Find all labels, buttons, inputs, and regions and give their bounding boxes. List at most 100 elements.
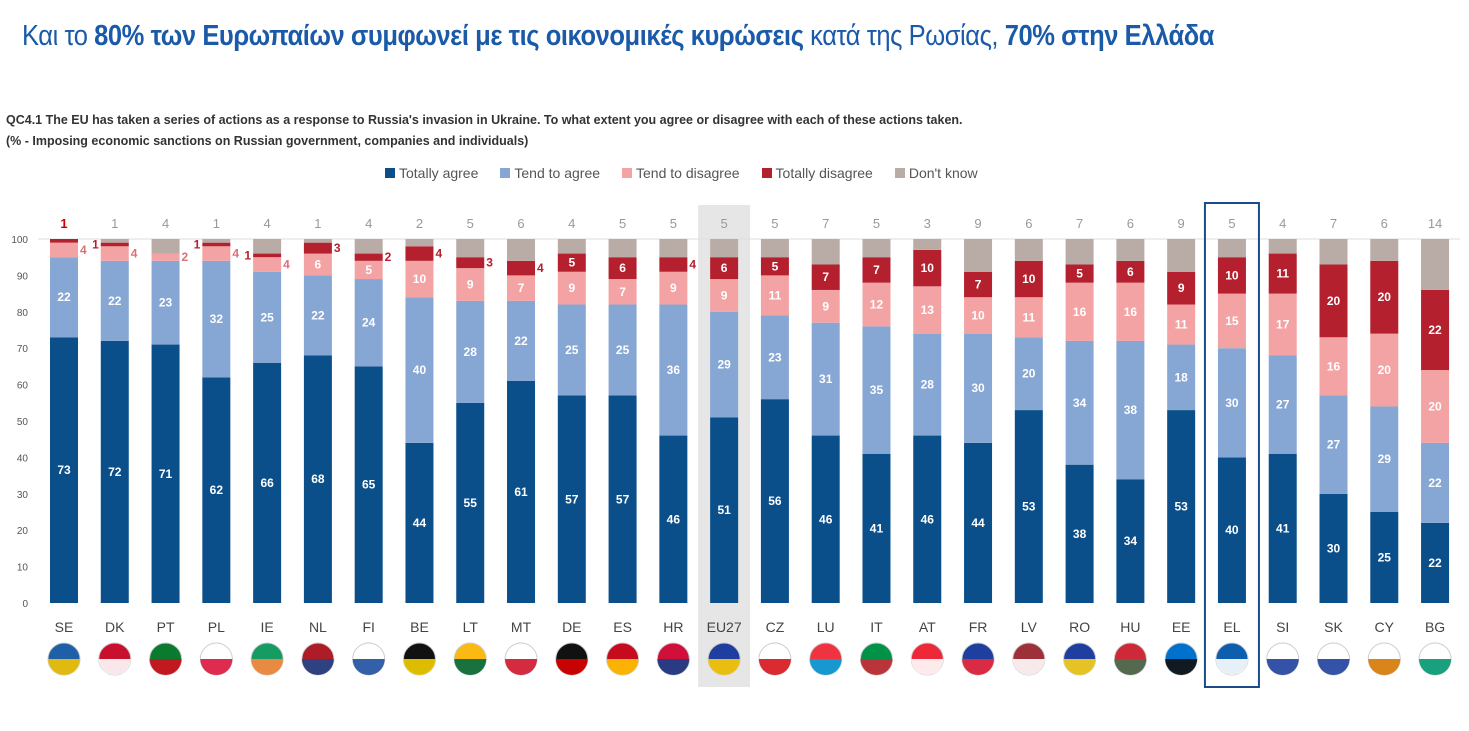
bar-value-label: 17 [1276,318,1290,332]
bar-value-label: 34 [1073,396,1087,410]
dont-know-label: 1 [213,216,220,231]
bar-segment [1014,410,1043,603]
bar-segment [253,253,282,258]
bar-segment [50,257,78,338]
dont-know-label: 6 [1025,216,1032,231]
country-label: HR [663,619,683,635]
flag-icon-part [555,659,588,675]
bar-value-label: 22 [311,308,325,322]
flag-icon-part [809,659,842,675]
bar-segment [303,242,332,254]
bar-value-label: 11 [769,288,782,302]
bar-value-label: 46 [667,512,681,526]
bar-segment [760,399,789,603]
flag-icon-part [1165,659,1198,675]
bar-value-label: 16 [1124,305,1138,319]
bar-segment [253,257,282,272]
bar-segment [303,355,332,603]
bar-segment [811,435,840,603]
page-title: Και το 80% των Ευρωπαίων συμφωνεί με τις… [22,20,1214,53]
y-tick-label: 30 [17,490,29,501]
dont-know-label: 9 [974,216,981,231]
dont-know-label: 1 [60,216,67,231]
bar-value-label-outside: 3 [334,241,341,255]
bar-value-label-outside: 4 [232,247,239,261]
bar-segment [1116,260,1145,283]
bar-value-label: 22 [514,334,528,348]
bar-segment [507,380,536,603]
bar-value-label-outside: 4 [689,257,696,271]
country-label: MT [511,619,532,635]
bar-segment [1217,293,1246,349]
bar-value-label-outside: 4 [80,243,87,257]
bar-segment [405,239,434,247]
bar-segment [354,366,383,603]
country-label: SI [1276,619,1289,635]
bar-segment [50,337,78,603]
bar-value-label: 6 [721,261,728,275]
bar-value-label: 41 [870,521,884,535]
bar-segment [50,242,78,258]
bar-value-label: 7 [975,278,982,292]
bar-segment [608,257,637,280]
bar-value-label: 29 [717,358,731,372]
dont-know-label: 6 [1381,216,1388,231]
bar-segment [557,271,586,305]
bar-value-label: 44 [971,516,985,530]
legend-swatch [894,168,905,178]
bar-segment [1014,239,1043,261]
flag-icon-part [1215,659,1248,675]
bar-value-label: 22 [1428,476,1442,490]
bar-value-label: 5 [568,256,575,270]
bar-segment [710,311,739,418]
bar-segment [659,257,688,272]
bar-segment [659,435,688,603]
bar-value-label: 22 [108,294,122,308]
dont-know-label: 7 [1076,216,1083,231]
bar-value-label: 34 [1124,534,1138,548]
dont-know-label: 5 [670,216,677,231]
title-part: Και το [22,20,95,52]
legend-swatch [761,168,772,178]
bar-segment [1065,464,1094,603]
legend-label: Tend to disagree [636,165,740,181]
bar-segment [1014,337,1043,411]
bar-segment [405,246,434,261]
bar-value-label: 44 [413,516,427,530]
bar-segment [1370,239,1399,261]
bar-segment [659,304,688,436]
bar-value-label: 10 [1225,268,1239,282]
bar-segment [202,239,231,243]
flag-icon-part [301,659,334,675]
bar-value-label: 25 [1378,551,1392,565]
bar-segment [1421,289,1450,371]
country-label: FI [362,619,374,635]
bar-segment [1065,264,1094,283]
flag-icon-part [657,659,690,675]
y-tick-label: 0 [22,599,28,610]
flag-icon-part [1266,659,1299,675]
bar-segment [1217,239,1246,258]
bar-value-label: 46 [819,512,833,526]
dont-know-label: 7 [1330,216,1337,231]
bar-value-label: 20 [1378,290,1392,304]
bar-segment [1319,239,1348,265]
dont-know-label: 4 [568,216,575,231]
bar-value-label: 9 [822,299,829,313]
bar-segment [1421,442,1450,523]
bar-segment [100,246,129,261]
dont-know-label: 7 [822,216,829,231]
bar-segment [913,249,942,287]
bar-value-label: 9 [721,288,728,302]
bar-value-label: 25 [260,310,274,324]
dont-know-label: 1 [111,216,118,231]
bar-segment [608,239,637,258]
flag-icon-part [454,659,487,675]
flag-icon-part [758,659,791,675]
bar-segment [1370,512,1399,603]
bar-value-label-outside: 1 [244,248,251,262]
flag-icon-part [98,659,131,675]
bar-value-label: 23 [768,350,782,364]
dont-know-label: 5 [1228,216,1235,231]
